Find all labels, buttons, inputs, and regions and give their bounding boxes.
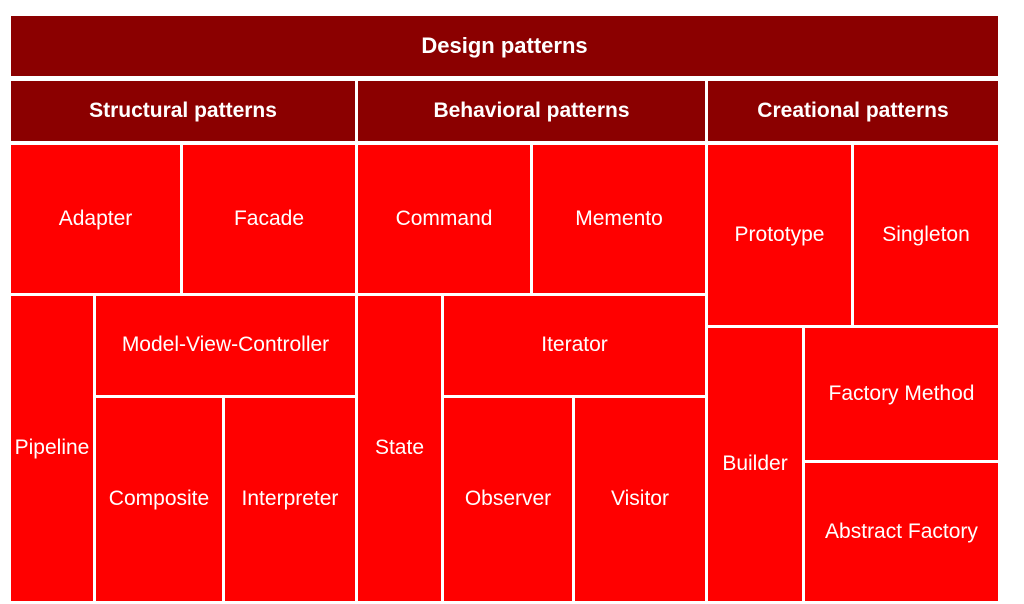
pattern-interpreter: Interpreter — [225, 398, 355, 601]
group-header-creational: Creational patterns — [708, 81, 998, 141]
pattern-prototype: Prototype — [708, 145, 851, 325]
pattern-adapter: Adapter — [11, 145, 180, 293]
pattern-visitor: Visitor — [575, 398, 705, 601]
pattern-iterator: Iterator — [444, 296, 705, 395]
page-title: Design patterns — [11, 16, 998, 76]
pattern-command: Command — [358, 145, 530, 293]
group-header-behavioral: Behavioral patterns — [358, 81, 705, 141]
pattern-memento: Memento — [533, 145, 705, 293]
pattern-abstract-factory: Abstract Factory — [805, 463, 998, 601]
pattern-composite: Composite — [96, 398, 222, 601]
pattern-singleton: Singleton — [854, 145, 998, 325]
group-header-structural: Structural patterns — [11, 81, 355, 141]
pattern-factory-method: Factory Method — [805, 328, 998, 460]
pattern-state: State — [358, 296, 441, 601]
pattern-builder: Builder — [708, 328, 802, 601]
pattern-observer: Observer — [444, 398, 572, 601]
pattern-model-view-controller: Model-View-Controller — [96, 296, 355, 395]
pattern-facade: Facade — [183, 145, 355, 293]
pattern-pipeline: Pipeline — [11, 296, 93, 601]
